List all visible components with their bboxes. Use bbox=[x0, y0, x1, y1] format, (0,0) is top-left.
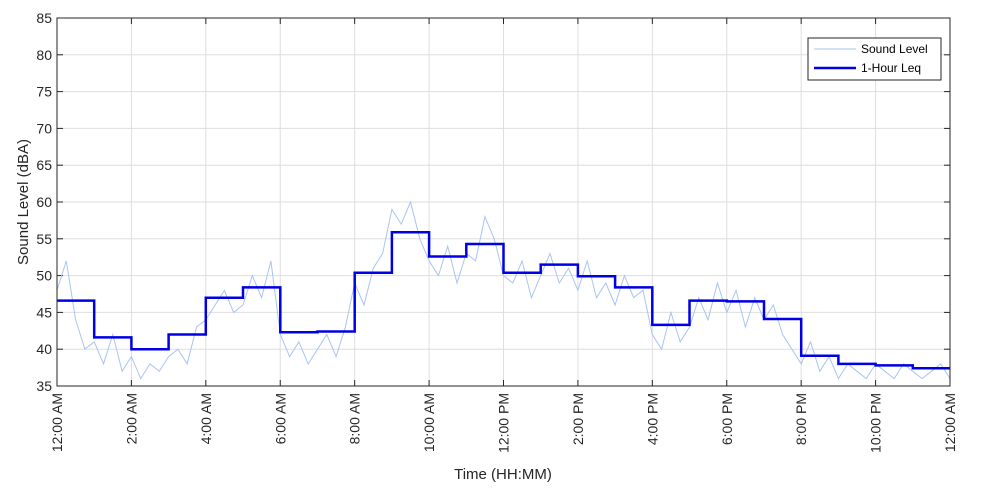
x-tick-label: 4:00 PM bbox=[644, 393, 660, 445]
y-tick-label: 45 bbox=[36, 304, 52, 320]
x-tick-label: 8:00 PM bbox=[793, 393, 809, 445]
y-tick-labels: 35 40 45 50 55 60 65 70 75 80 85 bbox=[36, 10, 52, 394]
y-tick-label: 55 bbox=[36, 231, 52, 247]
x-tick-label: 10:00 PM bbox=[868, 393, 884, 453]
x-tick-label: 10:00 AM bbox=[421, 393, 437, 452]
y-tick-label: 80 bbox=[36, 47, 52, 63]
x-axis-title: Time (HH:MM) bbox=[454, 466, 552, 483]
plot-frame bbox=[56, 17, 951, 387]
y-tick-label: 75 bbox=[36, 84, 52, 100]
x-tick-labels: 12:00 AM 2:00 AM 4:00 AM 6:00 AM 8:00 AM 10:0… bbox=[49, 393, 958, 453]
series-1-hour-leq-step bbox=[57, 230, 950, 370]
y-tick-label: 40 bbox=[36, 341, 52, 357]
y-tick-label: 60 bbox=[36, 194, 52, 210]
y-tick-label: 35 bbox=[36, 378, 52, 394]
x-tick-label: 12:00 AM bbox=[49, 393, 65, 452]
legend-label-sound-level: Sound Level bbox=[861, 42, 928, 56]
legend-box bbox=[807, 37, 942, 81]
y-tick-label: 70 bbox=[36, 120, 52, 136]
y-tick-label: 85 bbox=[36, 10, 52, 26]
y-tick-label: 50 bbox=[36, 268, 52, 284]
x-tick-label: 12:00 AM bbox=[942, 393, 958, 452]
y-axis-title: Sound Level (dBA) bbox=[15, 139, 32, 265]
legend-label-1-hour-leq: 1-Hour Leq bbox=[861, 61, 921, 75]
y-tick-label: 65 bbox=[36, 157, 52, 173]
x-tick-label: 12:00 PM bbox=[496, 393, 512, 453]
x-tick-label: 2:00 PM bbox=[570, 393, 586, 445]
x-tick-label: 4:00 AM bbox=[198, 393, 214, 444]
series-layer bbox=[56, 200, 951, 380]
x-tick-label: 6:00 PM bbox=[719, 393, 735, 445]
x-tick-label: 8:00 AM bbox=[347, 393, 363, 444]
x-tick-label: 2:00 AM bbox=[123, 393, 139, 444]
legend: Sound Level 1-Hour Leq bbox=[807, 37, 942, 81]
x-tick-label: 6:00 AM bbox=[272, 393, 288, 444]
